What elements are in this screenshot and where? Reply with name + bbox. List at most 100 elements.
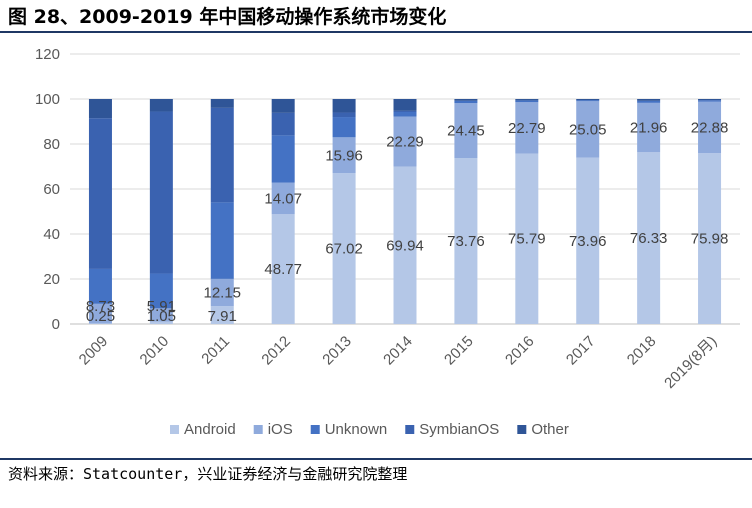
bars <box>88 99 722 324</box>
y-tick-20: 20 <box>43 271 60 288</box>
bar-SymbianOS-2013 <box>332 112 356 118</box>
bar-Other-2013 <box>332 99 356 113</box>
x-tick-2013: 2013 <box>319 333 355 369</box>
bar-Unknown-2018 <box>637 100 661 103</box>
bar-iOS-2015 <box>454 103 478 159</box>
legend-swatch-SymbianOS <box>405 425 415 434</box>
bar-iOS-2013 <box>332 137 356 174</box>
bar-Other-2015 <box>454 99 478 101</box>
bar-iOS-2009 <box>88 303 112 324</box>
x-tick-2019(8月): 2019(8月) <box>661 333 720 392</box>
bar-Android-2010 <box>149 321 173 324</box>
legend-label-iOS: iOS <box>268 421 293 438</box>
stacked-bar-chart: 0 20 40 60 80 100 120 0.258.73 1.055.91 7.91 12.1… <box>35 46 740 438</box>
x-tick-2016: 2016 <box>502 333 538 369</box>
bar-Android-2015 <box>454 158 478 324</box>
bar-Unknown-2015 <box>454 100 478 104</box>
legend-swatch-iOS <box>253 425 263 434</box>
bar-Unknown-2012 <box>271 135 295 183</box>
y-axis-ticks: 0 20 40 60 80 100 120 <box>35 46 60 333</box>
bar-Other-2010 <box>149 99 173 112</box>
x-tick-2015: 2015 <box>441 333 477 369</box>
bar-iOS-2018 <box>637 102 661 153</box>
label-iOS-2013: 15.96 <box>325 147 363 164</box>
label-iOS-2016: 22.79 <box>508 120 546 137</box>
bar-Other-2011 <box>210 99 234 108</box>
x-tick-2017: 2017 <box>563 333 599 369</box>
bar-Android-2016 <box>515 153 539 324</box>
y-tick-60: 60 <box>43 181 60 198</box>
bar-Android-2009 <box>88 323 112 324</box>
label-Android-2016: 75.79 <box>508 231 546 248</box>
bar-SymbianOS-2012 <box>271 112 295 136</box>
bar-Android-2013 <box>332 173 356 324</box>
bar-Other-2018 <box>637 99 661 101</box>
bar-iOS-2010 <box>149 308 173 322</box>
label-Android-2015: 73.76 <box>447 233 485 250</box>
x-tick-2018: 2018 <box>624 333 660 369</box>
bar-SymbianOS-2010 <box>149 111 173 274</box>
top-rule <box>0 31 752 33</box>
bar-Android-2019(8月) <box>698 153 722 324</box>
bar-Android-2011 <box>210 306 234 324</box>
y-tick-0: 0 <box>52 316 60 333</box>
legend-label-Unknown: Unknown <box>325 421 388 438</box>
label-iOS-2015: 24.45 <box>447 123 485 140</box>
x-axis-ticks: 2009 2010 2011 2012 2013 2014 2015 2016 2017 2018… <box>76 333 721 392</box>
bar-SymbianOS-2009 <box>88 118 112 269</box>
bar-iOS-2011 <box>210 278 234 307</box>
x-tick-2010: 2010 <box>137 333 173 369</box>
label-iOS-2011: 12.15 <box>203 285 241 302</box>
label-Android-2017: 73.96 <box>569 233 607 250</box>
legend-swatch-Unknown <box>310 425 320 434</box>
y-tick-40: 40 <box>43 226 60 243</box>
legend-label-Other: Other <box>531 421 569 438</box>
bar-iOS-2017 <box>576 101 600 158</box>
label-iOS-2010: 5.91 <box>147 298 176 315</box>
label-iOS-2018: 21.96 <box>630 120 668 137</box>
bar-Unknown-2013 <box>332 117 356 138</box>
label-Android-2011: 7.91 <box>208 308 237 325</box>
bar-Unknown-2011 <box>210 202 234 279</box>
label-Android-2018: 76.33 <box>630 230 668 247</box>
bar-Android-2014 <box>393 166 417 324</box>
chart-title: 图 28、2009-2019 年中国移动操作系统市场变化 <box>8 6 447 28</box>
label-Android-2009: 0.25 <box>86 308 115 325</box>
x-tick-2012: 2012 <box>258 333 294 369</box>
bar-Unknown-2009 <box>88 268 112 304</box>
label-iOS-2012: 14.07 <box>264 190 302 207</box>
bar-Unknown-2016 <box>515 100 539 103</box>
legend-swatch-Other <box>517 425 527 434</box>
bar-SymbianOS-2014 <box>393 110 417 112</box>
bar-Android-2018 <box>637 152 661 324</box>
bar-SymbianOS-2011 <box>210 107 234 203</box>
label-iOS-2014: 22.29 <box>386 134 424 151</box>
x-tick-2009: 2009 <box>76 333 112 369</box>
label-iOS-2017: 25.05 <box>569 121 607 138</box>
label-iOS-2019(8月): 22.88 <box>691 119 729 136</box>
legend: Android iOS Unknown SymbianOS Other <box>170 421 569 438</box>
label-Android-2010: 1.05 <box>147 308 176 325</box>
bar-Other-2017 <box>576 99 600 101</box>
label-Android-2013: 67.02 <box>325 241 363 258</box>
label-iOS-2009: 8.73 <box>86 298 115 315</box>
bar-Android-2012 <box>271 214 295 324</box>
source-note: 资料来源：Statcounter，兴业证券经济与金融研究院整理 <box>8 465 408 483</box>
x-tick-2014: 2014 <box>380 333 416 369</box>
bar-Android-2017 <box>576 157 600 324</box>
legend-label-Android: Android <box>184 421 236 438</box>
bar-Unknown-2017 <box>576 100 600 102</box>
x-tick-2011: 2011 <box>198 333 233 368</box>
y-tick-100: 100 <box>35 91 60 108</box>
bar-iOS-2019(8月) <box>698 101 722 154</box>
bar-Unknown-2019(8月) <box>698 100 722 102</box>
bar-Other-2016 <box>515 99 539 101</box>
bottom-rule <box>0 458 752 460</box>
legend-swatch-Android <box>170 425 179 434</box>
legend-label-SymbianOS: SymbianOS <box>419 421 499 438</box>
bar-Unknown-2014 <box>393 111 417 117</box>
y-tick-80: 80 <box>43 136 60 153</box>
bar-Other-2009 <box>88 99 112 119</box>
y-tick-120: 120 <box>35 46 60 63</box>
bar-Other-2014 <box>393 99 417 111</box>
